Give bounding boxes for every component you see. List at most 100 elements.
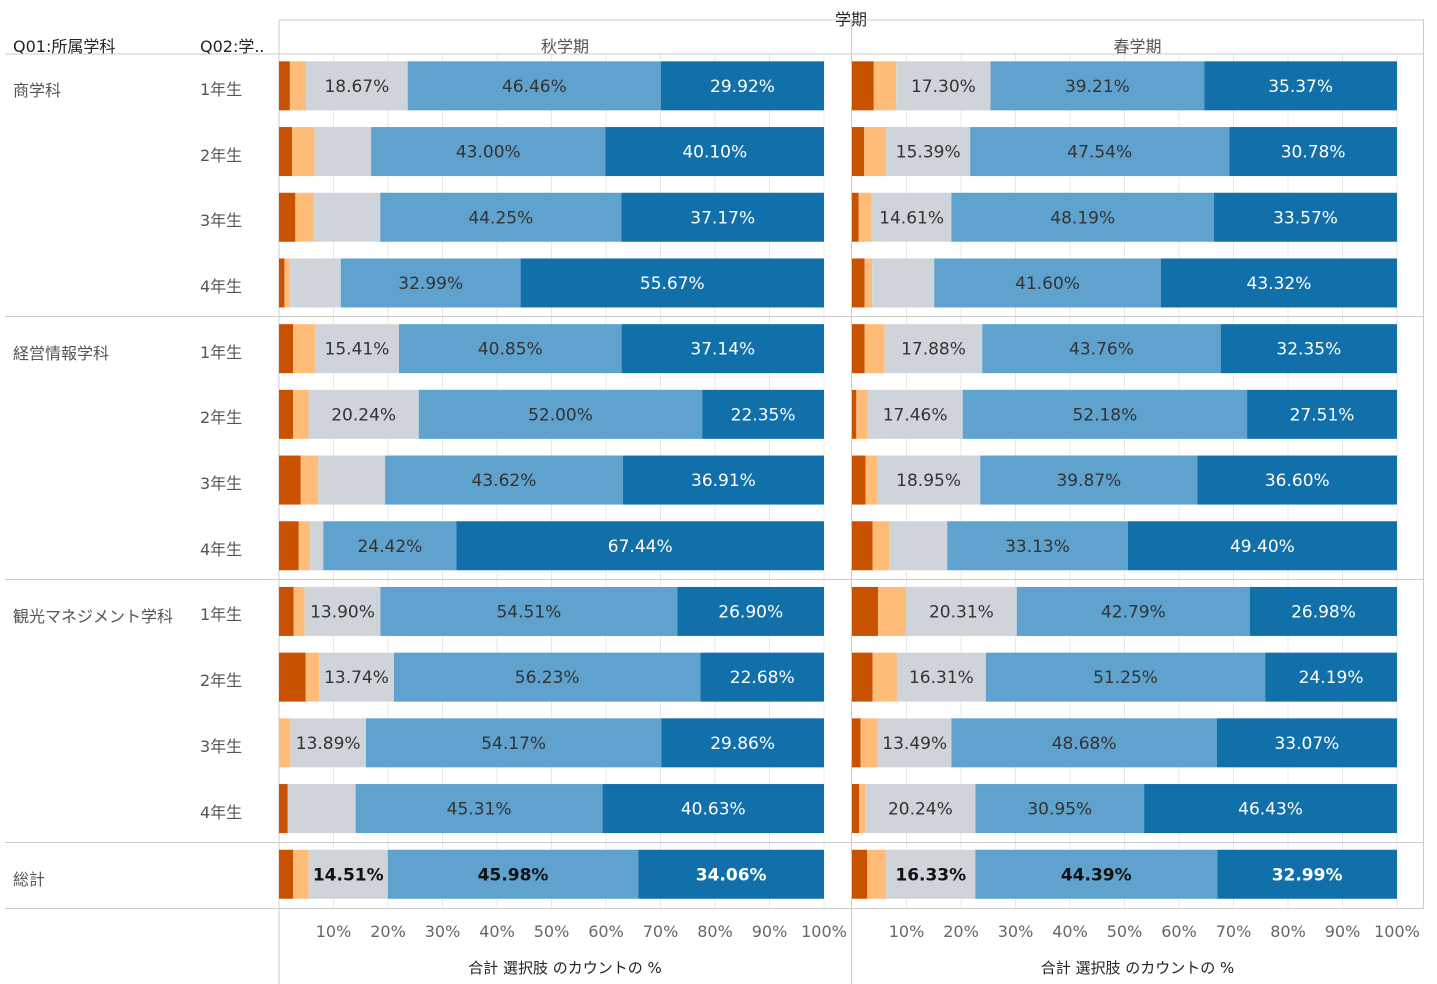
data-label: 55.67% <box>640 274 705 294</box>
bar-segment <box>700 652 824 702</box>
year-label: 1年生 <box>200 79 243 99</box>
data-label: 32.99% <box>1272 865 1343 885</box>
bar-segment <box>889 521 948 571</box>
bar-segment <box>1249 586 1397 636</box>
data-label: 36.60% <box>1265 471 1330 491</box>
bar-segment <box>605 127 824 177</box>
x-tick-label: 40% <box>479 922 515 941</box>
bar-segment <box>877 718 952 768</box>
data-label: 56.23% <box>515 668 580 688</box>
data-label: 14.61% <box>879 208 944 228</box>
bar-segment <box>896 652 986 702</box>
bar-segment <box>279 192 296 242</box>
bar-segment <box>398 324 622 374</box>
x-tick-label: 60% <box>1161 922 1197 941</box>
bar-segment <box>860 718 878 768</box>
bar-segment <box>1144 784 1397 834</box>
year-label: 1年生 <box>200 605 243 625</box>
data-label: 22.68% <box>730 668 795 688</box>
bar-segment <box>951 192 1215 242</box>
data-label: 46.46% <box>502 77 567 97</box>
data-label: 15.41% <box>325 340 390 360</box>
x-tick-label: 70% <box>1216 922 1252 941</box>
bar-segment <box>298 521 311 571</box>
bar-segment <box>385 455 623 505</box>
data-label: 24.42% <box>357 537 422 557</box>
bar-segment <box>970 127 1230 177</box>
data-label: 52.18% <box>1072 405 1137 425</box>
x-tick-label: 10% <box>316 922 352 941</box>
bar-segment <box>886 849 976 899</box>
bar-segment <box>852 521 873 571</box>
data-label: 13.74% <box>324 668 389 688</box>
bar-segment <box>279 521 299 571</box>
year-label: 3年生 <box>200 474 243 494</box>
bar-segment <box>872 521 890 571</box>
bar-segment <box>304 586 381 636</box>
year-label: 4年生 <box>200 802 243 822</box>
bar-segment <box>287 784 356 834</box>
bar-segment <box>872 258 935 308</box>
bar-segment <box>1265 652 1397 702</box>
bar-segment <box>300 455 319 505</box>
bar-segment <box>305 61 408 111</box>
column-header-department: Q01:所属学科 <box>13 37 116 56</box>
bar-segment <box>279 784 288 834</box>
data-label: 45.31% <box>447 800 512 820</box>
x-tick-label: 40% <box>1052 922 1088 941</box>
bar-segment <box>906 586 1017 636</box>
bar-segment <box>308 849 388 899</box>
bar-segment <box>985 652 1266 702</box>
data-label: 39.21% <box>1065 77 1130 97</box>
bar-segment <box>702 389 824 439</box>
bar-segment <box>407 61 661 111</box>
x-tick-label: 100% <box>801 922 847 941</box>
bar-segment <box>318 455 386 505</box>
data-label: 36.91% <box>691 471 756 491</box>
year-label: 2年生 <box>200 408 243 428</box>
data-label: 52.00% <box>528 405 593 425</box>
bar-segment <box>852 849 868 899</box>
bar-segment <box>1220 324 1397 374</box>
bar-segment <box>1247 389 1397 439</box>
bar-segment <box>859 784 866 834</box>
data-label: 29.86% <box>710 734 775 754</box>
data-label: 33.13% <box>1005 537 1070 557</box>
bar-segment <box>1127 521 1397 571</box>
data-label: 13.89% <box>296 734 361 754</box>
bar-segment <box>852 652 873 702</box>
bar-segment <box>1217 849 1397 899</box>
bar-segment <box>323 521 457 571</box>
bar-segment <box>852 258 865 308</box>
bar-segment <box>293 324 315 374</box>
bar-segment <box>1204 61 1397 111</box>
data-label: 49.40% <box>1230 537 1295 557</box>
bar-segment <box>852 192 859 242</box>
data-label: 33.07% <box>1274 734 1339 754</box>
bar-segment <box>279 849 294 899</box>
bar-segment <box>951 718 1217 768</box>
data-label: 48.68% <box>1052 734 1117 754</box>
bar-segment <box>878 586 907 636</box>
year-label: 3年生 <box>200 736 243 756</box>
data-label: 32.35% <box>1276 340 1341 360</box>
x-tick-label: 80% <box>697 922 733 941</box>
data-label: 33.57% <box>1273 208 1338 228</box>
data-label: 51.25% <box>1093 668 1158 688</box>
x-tick-label: 70% <box>643 922 679 941</box>
bar-segment <box>340 258 521 308</box>
group-label-total: 総計 <box>13 870 46 889</box>
x-tick-label: 50% <box>1107 922 1143 941</box>
bar-segment <box>279 324 294 374</box>
group-label-commerce: 商学科 <box>13 81 62 100</box>
bar-segment <box>660 61 824 111</box>
bar-segment <box>852 389 857 439</box>
bar-segment <box>456 521 824 571</box>
bar-segment <box>872 652 897 702</box>
bar-segment <box>980 455 1198 505</box>
data-label: 30.78% <box>1281 143 1346 163</box>
data-label: 17.88% <box>901 340 966 360</box>
column-header-year: Q02:学.. <box>200 37 265 56</box>
bar-segment <box>380 586 678 636</box>
bar-segment <box>867 389 963 439</box>
